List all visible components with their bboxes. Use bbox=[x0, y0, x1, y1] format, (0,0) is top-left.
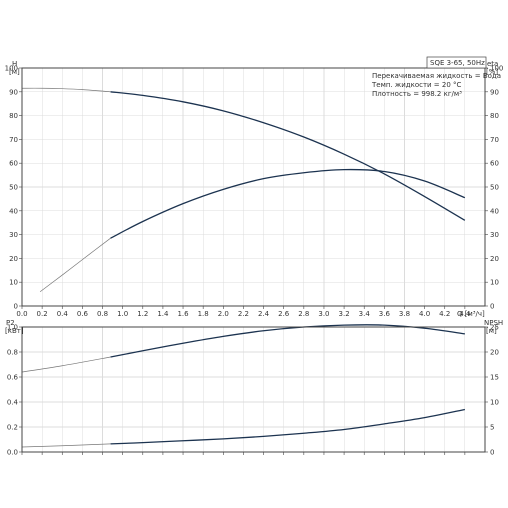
top-right-tick-label: 0 bbox=[490, 303, 494, 311]
bottom-tick-labels: 0.0 0.2 0.4 0.6 0.8 1.0 0 5 10 15 20 25 bbox=[7, 324, 499, 457]
top-left-tick-label: 70 bbox=[9, 136, 18, 144]
head-efficiency-panel: 0.0 0.2 0.4 0.6 0.8 1.0 1.2 1.4 1.6 1.8 2.0 2.2 2.4 2… bbox=[5, 56, 504, 319]
bottom-series-1-line bbox=[110, 408, 465, 445]
power-axis-unit: [кВт] bbox=[5, 327, 24, 335]
top-left-tick-label: 50 bbox=[9, 184, 18, 192]
x-tick-label: 3.4 bbox=[359, 310, 371, 318]
top-left-tick-label: 30 bbox=[9, 231, 18, 239]
top-left-tick-label: 90 bbox=[9, 88, 18, 96]
top-tick-labels: 0.0 0.2 0.4 0.6 0.8 1.0 1.2 1.4 1.6 1.8 2.0 2.2 2.4 2… bbox=[5, 65, 504, 319]
x-tick-label: 2.2 bbox=[238, 310, 249, 318]
model-label: SQE 3-65, 50Hz bbox=[430, 59, 485, 67]
top-left-tick-label: 60 bbox=[9, 160, 18, 168]
top-series-1-line bbox=[110, 168, 466, 239]
bottom-right-tick-label: 5 bbox=[490, 424, 494, 432]
eta-axis-unit: [%] bbox=[486, 68, 498, 76]
bottom-grid bbox=[19, 326, 488, 455]
x-tick-label: 2.4 bbox=[258, 310, 270, 318]
bottom-right-tick-label: 25 bbox=[490, 324, 499, 332]
x-tick-label: 0.0 bbox=[16, 310, 27, 318]
conditions-block: Перекачиваемая жидкость = Вода Темп. жид… bbox=[371, 72, 501, 98]
npsh-axis-label: NPSH bbox=[484, 319, 503, 327]
top-curves bbox=[21, 87, 466, 292]
bottom-left-tick-label: 0.2 bbox=[7, 424, 18, 432]
x-tick-label: 0.4 bbox=[57, 310, 69, 318]
bottom-right-tick-label: 20 bbox=[490, 349, 499, 357]
top-right-tick-label: 20 bbox=[490, 255, 499, 263]
top-right-tick-label: 40 bbox=[490, 207, 499, 215]
bottom-right-tick-label: 15 bbox=[490, 374, 499, 382]
top-plot-frame bbox=[21, 67, 486, 307]
x-tick-label: 0.6 bbox=[77, 310, 89, 318]
bottom-left-tick-label: 0.6 bbox=[7, 374, 19, 382]
top-right-tick-label: 70 bbox=[490, 136, 499, 144]
top-left-tick-label: 0 bbox=[14, 303, 18, 311]
x-tick-label: 3.0 bbox=[318, 310, 329, 318]
head-axis-label: H bbox=[12, 60, 17, 68]
x-tick-label: 1.6 bbox=[177, 310, 189, 318]
top-left-tick-label: 80 bbox=[9, 112, 18, 120]
top-grid bbox=[19, 67, 488, 309]
flow-axis-label: Q [м³/ч] bbox=[457, 310, 485, 318]
x-tick-label: 1.8 bbox=[198, 310, 209, 318]
condition-fluid: Перекачиваемая жидкость = Вода bbox=[372, 72, 501, 80]
top-right-tick-label: 90 bbox=[490, 88, 499, 96]
top-right-tick-label: 30 bbox=[490, 231, 499, 239]
model-label-frame bbox=[426, 56, 487, 69]
condition-density: Плотность = 998.2 кг/м³ bbox=[372, 90, 462, 98]
power-axis-label: P2 bbox=[6, 319, 15, 327]
bottom-plot-frame bbox=[21, 326, 486, 453]
top-series-1-extrapolated-line bbox=[39, 237, 111, 292]
top-right-tick-label: 10 bbox=[490, 279, 499, 287]
top-left-tick-label: 40 bbox=[9, 207, 18, 215]
x-tick-label: 1.2 bbox=[137, 310, 148, 318]
top-right-tick-label: 60 bbox=[490, 160, 499, 168]
top-left-tick-label: 100 bbox=[5, 65, 18, 73]
top-series-0-extrapolated-line bbox=[21, 87, 111, 93]
top-right-tick-label: 50 bbox=[490, 184, 499, 192]
x-tick-label: 2.6 bbox=[278, 310, 290, 318]
bottom-right-tick-label: 0 bbox=[490, 449, 494, 457]
bottom-curves bbox=[21, 324, 465, 448]
bottom-left-tick-label: 0.4 bbox=[7, 399, 19, 407]
x-tick-label: 3.6 bbox=[379, 310, 391, 318]
top-left-tick-label: 10 bbox=[9, 279, 18, 287]
x-tick-label: 1.0 bbox=[117, 310, 128, 318]
top-right-tick-label: 80 bbox=[490, 112, 499, 120]
top-series-0-line bbox=[110, 91, 466, 221]
npsh-axis-unit: [м] bbox=[486, 327, 497, 335]
x-tick-label: 0.8 bbox=[97, 310, 108, 318]
bottom-series-1-extrapolated-line bbox=[21, 443, 111, 448]
bottom-left-tick-label: 1.0 bbox=[7, 324, 18, 332]
head-axis-unit: [м] bbox=[9, 68, 20, 76]
x-tick-label: 0.2 bbox=[37, 310, 48, 318]
bottom-series-0-line bbox=[110, 324, 465, 358]
bottom-series-0-extrapolated-line bbox=[21, 356, 111, 373]
bottom-left-tick-label: 0.0 bbox=[7, 449, 18, 457]
x-tick-label: 4.4 bbox=[459, 310, 471, 318]
power-npsh-panel: 0.0 0.2 0.4 0.6 0.8 1.0 0 5 10 15 20 25 P2 [кВт] NP… bbox=[5, 319, 503, 457]
top-left-tick-label: 20 bbox=[9, 255, 18, 263]
bottom-right-tick-label: 10 bbox=[490, 399, 499, 407]
x-tick-label: 4.2 bbox=[439, 310, 450, 318]
x-tick-label: 2.0 bbox=[218, 310, 229, 318]
x-tick-label: 3.2 bbox=[339, 310, 350, 318]
bottom-left-tick-label: 0.8 bbox=[7, 349, 18, 357]
x-tick-label: 3.8 bbox=[399, 310, 410, 318]
condition-temperature: Темп. жидкости = 20 °C bbox=[371, 81, 462, 89]
x-tick-label: 2.8 bbox=[298, 310, 309, 318]
top-right-tick-label: 100 bbox=[490, 65, 503, 73]
x-tick-label: 1.4 bbox=[157, 310, 169, 318]
eta-axis-label: eta bbox=[487, 60, 498, 68]
model-label-box: SQE 3-65, 50Hz bbox=[426, 56, 487, 69]
x-tick-label: 4.0 bbox=[419, 310, 430, 318]
